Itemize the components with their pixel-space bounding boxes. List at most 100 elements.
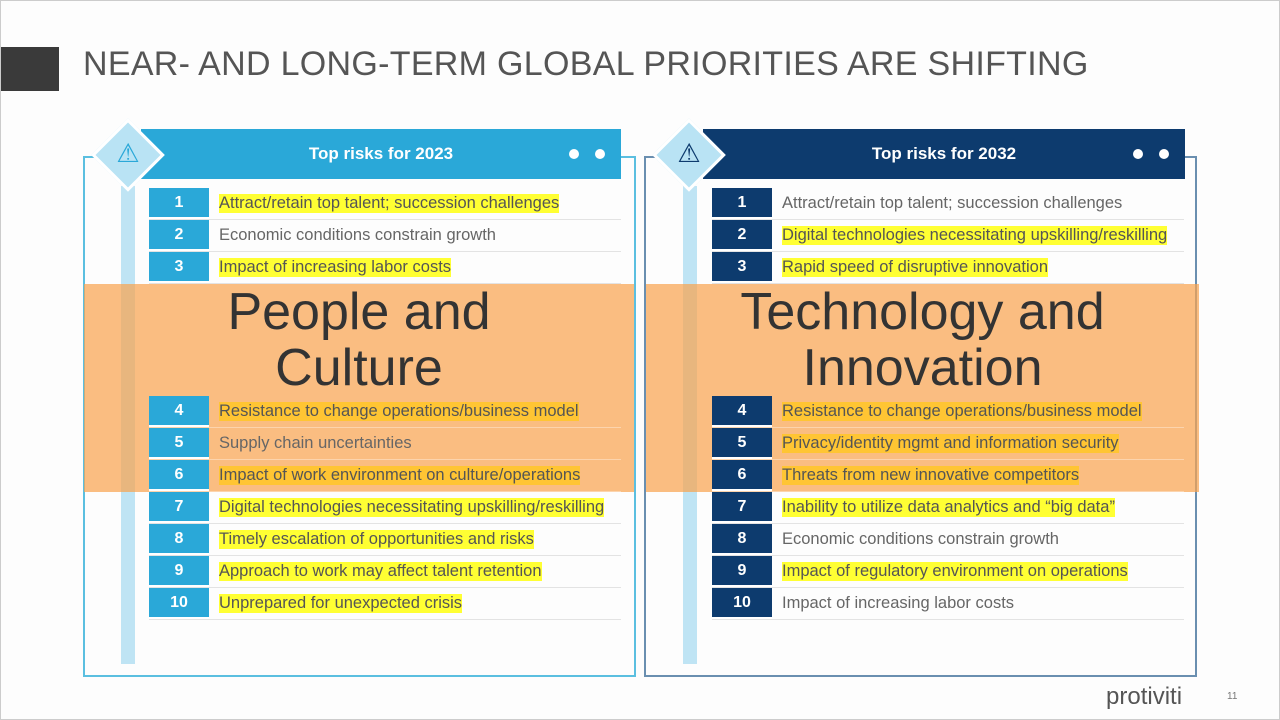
risk-row: 10 Impact of increasing labor costs	[712, 588, 1184, 620]
risk-text-cell: Unprepared for unexpected crisis	[209, 588, 621, 619]
risk-row: 4 Resistance to change operations/busines…	[149, 396, 621, 428]
overlay-label: Technology and Innovation	[646, 284, 1199, 396]
risk-list-2023: 1 Attract/retain top talent; succession c…	[84, 188, 634, 620]
risk-text-cell: Economic conditions constrain growth	[209, 220, 621, 251]
risk-text: Impact of work environment on culture/op…	[219, 466, 581, 485]
risk-row: 8 Timely escalation of opportunities and …	[149, 524, 621, 556]
risk-rank: 3	[712, 252, 772, 283]
risk-row: 4 Resistance to change operations/busines…	[712, 396, 1184, 428]
risk-text: Inability to utilize data analytics and …	[782, 498, 1115, 517]
risk-text: Resistance to change operations/business…	[782, 402, 1142, 421]
overlay-people-culture: People and Culture 4 Resistance to change o…	[84, 284, 634, 492]
title-accent-block	[1, 47, 59, 91]
risk-row: 1 Attract/retain top talent; succession c…	[149, 188, 621, 220]
risk-rank: 3	[149, 252, 209, 283]
risk-rank: 6	[712, 460, 772, 491]
warning-icon: ⚠	[116, 137, 140, 168]
dots-icon	[1133, 149, 1169, 159]
risk-rank: 4	[712, 396, 772, 427]
risk-text-cell: Impact of work environment on culture/op…	[209, 460, 621, 491]
risk-row: 7 Digital technologies necessitating upsk…	[149, 492, 621, 524]
risk-text-cell: Economic conditions constrain growth	[772, 524, 1184, 555]
risk-rank: 5	[712, 428, 772, 459]
risk-rank: 10	[149, 588, 209, 619]
risk-text: Approach to work may affect talent reten…	[219, 562, 542, 581]
page-number: 11	[1227, 691, 1238, 702]
risk-rank: 9	[712, 556, 772, 587]
risk-text-cell: Inability to utilize data analytics and …	[772, 492, 1184, 523]
risk-row: 7 Inability to utilize data analytics and…	[712, 492, 1184, 524]
risk-text-cell: Resistance to change operations/business…	[209, 396, 621, 427]
risk-row: 2 Digital technologies necessitating upsk…	[712, 220, 1184, 252]
risk-rank: 8	[712, 524, 772, 555]
overlay-line: Innovation	[802, 339, 1043, 397]
overlay-label: People and Culture	[84, 284, 634, 396]
risk-row: 10 Unprepared for unexpected crisis	[149, 588, 621, 620]
risk-text-cell: Digital technologies necessitating upski…	[209, 492, 621, 523]
risk-text: Unprepared for unexpected crisis	[219, 594, 463, 613]
risk-text: Digital technologies necessitating upski…	[219, 498, 605, 517]
risk-row: 6 Threats from new innovative competitors	[712, 460, 1184, 492]
risk-rank: 1	[149, 188, 209, 219]
risk-rank: 1	[712, 188, 772, 219]
risk-text: Resistance to change operations/business…	[219, 402, 579, 421]
overlay-line: Culture	[275, 339, 443, 397]
risk-text-cell: Approach to work may affect talent reten…	[209, 556, 621, 587]
header-title: Top risks for 2032	[871, 144, 1017, 163]
overlay-line: People and	[227, 283, 491, 341]
risk-text-cell: Resistance to change operations/business…	[772, 396, 1184, 427]
risk-text-cell: Impact of increasing labor costs	[209, 252, 621, 283]
slide-title: NEAR- AND LONG-TERM GLOBAL PRIORITIES AR…	[83, 45, 1089, 83]
header-2023: Top risks for 2023	[141, 129, 621, 179]
risk-row: 8 Economic conditions constrain growth	[712, 524, 1184, 556]
risk-text-cell: Impact of regulatory environment on oper…	[772, 556, 1184, 587]
risk-row: 3 Impact of increasing labor costs	[149, 252, 621, 284]
risk-text: Impact of increasing labor costs	[219, 258, 452, 277]
risk-text-cell: Attract/retain top talent; succession ch…	[209, 188, 621, 219]
risk-text-cell: Attract/retain top talent; succession ch…	[772, 188, 1184, 219]
risk-text: Privacy/identity mgmt and information se…	[782, 434, 1119, 453]
risk-text: Attract/retain top talent; succession ch…	[219, 194, 560, 213]
risk-rank: 7	[712, 492, 772, 523]
risk-rank: 8	[149, 524, 209, 555]
risk-rank: 6	[149, 460, 209, 491]
header-2032: Top risks for 2032	[703, 129, 1185, 179]
risk-text: Rapid speed of disruptive innovation	[782, 258, 1049, 277]
risk-text-cell: Rapid speed of disruptive innovation	[772, 252, 1184, 283]
brand-logo: protiviti	[1106, 683, 1183, 710]
risk-text: Economic conditions constrain growth	[219, 226, 496, 244]
risk-text-cell: Impact of increasing labor costs	[772, 588, 1184, 619]
overlay-line: Technology and	[740, 283, 1105, 341]
risk-row: 1 Attract/retain top talent; succession c…	[712, 188, 1184, 220]
risk-row: 3 Rapid speed of disruptive innovation	[712, 252, 1184, 284]
risk-text: Impact of regulatory environment on oper…	[782, 562, 1128, 581]
risk-text: Threats from new innovative competitors	[782, 466, 1080, 485]
risk-rank: 4	[149, 396, 209, 427]
risk-text: Timely escalation of opportunities and r…	[219, 530, 534, 549]
risk-text-cell: Supply chain uncertainties	[209, 428, 621, 459]
risk-text-cell: Digital technologies necessitating upski…	[772, 220, 1184, 251]
risk-list-2032: 1 Attract/retain top talent; succession c…	[646, 188, 1199, 620]
risk-text-cell: Privacy/identity mgmt and information se…	[772, 428, 1184, 459]
risk-text: Supply chain uncertainties	[219, 434, 412, 452]
header-title: Top risks for 2023	[308, 144, 454, 163]
risk-row: 5 Privacy/identity mgmt and information s…	[712, 428, 1184, 460]
overlay-technology-innovation: Technology and Innovation 4 Resistance to c…	[646, 284, 1199, 492]
risk-text: Impact of increasing labor costs	[782, 594, 1015, 612]
risk-row: 9 Approach to work may affect talent rete…	[149, 556, 621, 588]
risk-text-cell: Threats from new innovative competitors	[772, 460, 1184, 491]
dots-icon	[569, 149, 605, 159]
risk-text: Economic conditions constrain growth	[782, 530, 1059, 548]
risk-rank: 2	[712, 220, 772, 251]
risk-text-cell: Timely escalation of opportunities and r…	[209, 524, 621, 555]
risk-row: 9 Impact of regulatory environment on ope…	[712, 556, 1184, 588]
risk-rank: 5	[149, 428, 209, 459]
risk-rank: 10	[712, 588, 772, 619]
risk-rank: 7	[149, 492, 209, 523]
risk-rank: 9	[149, 556, 209, 587]
risk-row: 2 Economic conditions constrain growth	[149, 220, 621, 252]
risk-row: 6 Impact of work environment on culture/o…	[149, 460, 621, 492]
risk-text: Digital technologies necessitating upski…	[782, 226, 1168, 245]
warning-icon: ⚠	[677, 137, 701, 168]
